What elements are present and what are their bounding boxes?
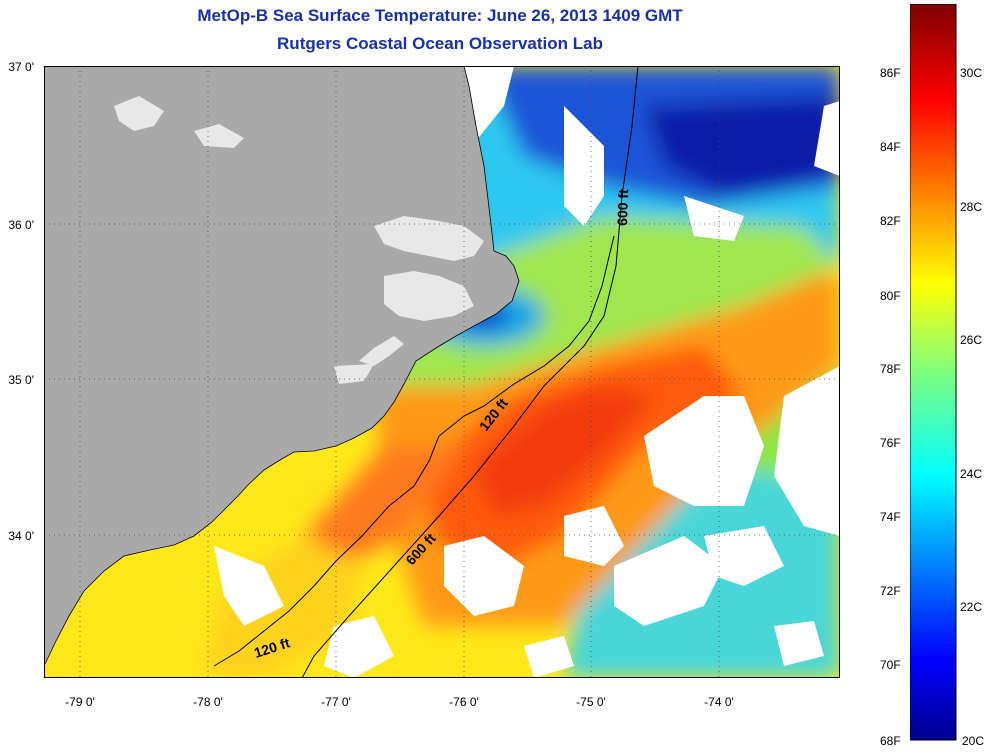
contour-120ft — [213, 235, 615, 667]
graticule — [44, 66, 840, 678]
colorbar-gradient — [910, 4, 957, 741]
sounds — [114, 96, 484, 384]
bathymetry-contours — [213, 66, 639, 678]
land-mass — [44, 66, 520, 667]
lat-label-36: 36 0' — [8, 218, 34, 232]
sst-field — [204, 66, 840, 678]
cb-f-78: 78F — [880, 362, 901, 376]
cb-c-30: 30C — [960, 66, 983, 80]
cb-f-72: 72F — [880, 584, 901, 598]
lon-label-75: -75 0' — [576, 695, 606, 709]
cb-c-24: 24C — [960, 467, 983, 481]
map-subtitle: Rutgers Coastal Ocean Observation Lab — [277, 34, 603, 53]
lat-label-34: 34 0' — [8, 529, 34, 543]
cb-f-68: 68F — [880, 734, 901, 748]
map-frame — [44, 66, 840, 678]
cb-f-84: 84F — [880, 140, 901, 154]
cb-f-80: 80F — [880, 289, 901, 303]
cb-f-74: 74F — [880, 510, 901, 524]
colorbar — [910, 4, 957, 741]
contour-600ft-north — [301, 66, 639, 678]
map-title: MetOp-B Sea Surface Temperature: June 26… — [197, 6, 683, 25]
lon-label-74: -74 0' — [704, 695, 734, 709]
cb-f-82: 82F — [880, 214, 901, 228]
cb-f-70: 70F — [880, 658, 901, 672]
cb-c-20: 20C — [962, 734, 985, 748]
lon-label-79: -79 0' — [65, 695, 95, 709]
cb-c-28: 28C — [960, 200, 983, 214]
lon-label-77: -77 0' — [321, 695, 351, 709]
cb-c-26: 26C — [960, 333, 983, 347]
cb-c-22: 22C — [960, 600, 983, 614]
cb-f-86: 86F — [880, 66, 901, 80]
lon-label-78: -78 0' — [193, 695, 223, 709]
cb-f-76: 76F — [880, 436, 901, 450]
contour-label-600ft-north: 600 ft — [614, 189, 631, 226]
lat-label-35: 35 0' — [8, 373, 34, 387]
sst-map[interactable]: 600 ft 120 ft 600 ft 120 ft — [44, 66, 840, 678]
lon-label-76: -76 0' — [449, 695, 479, 709]
lat-label-37: 37 0' — [8, 60, 34, 74]
